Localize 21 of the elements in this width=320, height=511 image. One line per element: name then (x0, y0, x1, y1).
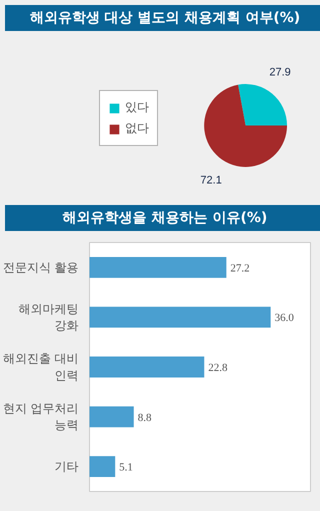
y-tick-label: 현지 업무처리 능력 (3, 401, 79, 432)
data-label: 27.9 (269, 66, 291, 79)
data-label: 72.1 (200, 174, 222, 186)
data-label: 22.8 (208, 362, 228, 374)
bar (90, 306, 271, 328)
y-tick-label: 해외진출 대비 인력 (3, 352, 79, 382)
data-label: 36.0 (274, 312, 294, 324)
legend-label: 있다 (125, 99, 149, 116)
bar (90, 456, 116, 478)
data-label: 8.8 (138, 412, 152, 424)
data-label: 27.2 (230, 262, 250, 274)
y-tick-label: 전문지식 활용 (3, 260, 79, 274)
bar (90, 356, 204, 378)
chart-title: 해외유학생 대상 별도의 채용계획 여부(%) (30, 9, 300, 28)
bar (90, 406, 134, 428)
y-tick-label: 해외마케팅 강화 (18, 302, 78, 333)
y-tick-label: 기타 (54, 460, 78, 474)
chart-title: 해외유학생을 채용하는 이유(%) (62, 209, 268, 228)
legend-label: 없다 (125, 120, 149, 137)
data-label: 5.1 (119, 462, 133, 474)
bar (90, 256, 226, 278)
